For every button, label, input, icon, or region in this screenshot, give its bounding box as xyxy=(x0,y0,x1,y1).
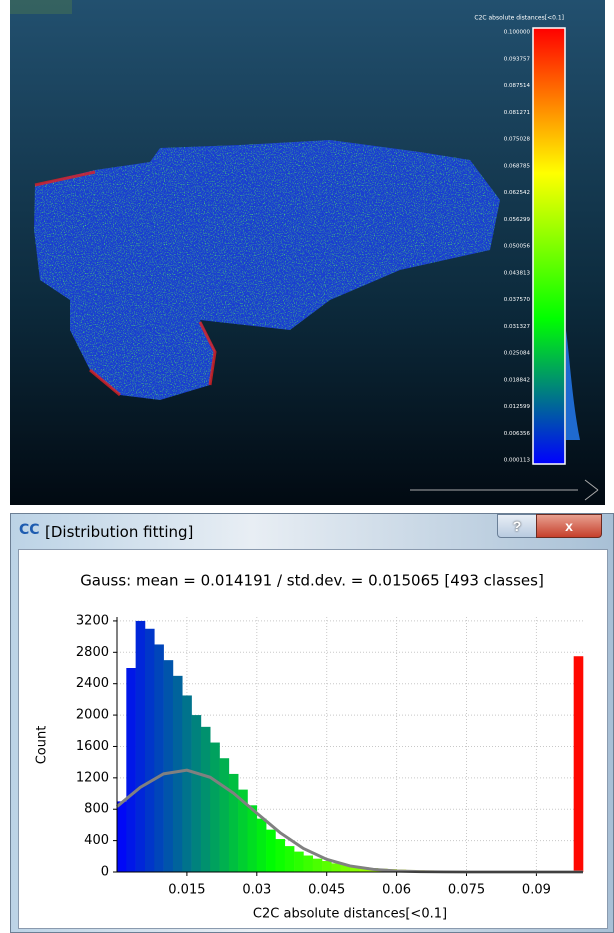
scale-histogram xyxy=(566,330,580,440)
scale-label: 0.056299 xyxy=(504,217,531,223)
help-button[interactable]: ? xyxy=(497,514,537,538)
x-tick-label: 0.075 xyxy=(448,883,485,898)
scale-label: 0.050056 xyxy=(504,244,531,250)
y-tick-label: 3200 xyxy=(76,613,109,628)
bar xyxy=(294,851,304,872)
y-tick-label: 2000 xyxy=(76,708,109,723)
x-tick-label: 0.015 xyxy=(168,883,205,898)
bar xyxy=(312,858,323,872)
x-tick-label: 0.09 xyxy=(522,883,551,898)
y-axis-label: Count xyxy=(35,726,50,765)
chart-title: Gauss: mean = 0.014191 / std.dev. = 0.01… xyxy=(80,572,544,590)
bar xyxy=(340,864,351,872)
scale-label: 0.037570 xyxy=(504,297,531,303)
x-axis-label: C2C absolute distances[<0.1] xyxy=(253,907,447,922)
scale-label: 0.018842 xyxy=(504,377,530,383)
close-button[interactable]: x xyxy=(536,514,602,538)
color-scale xyxy=(532,27,566,465)
y-tick-label: 0 xyxy=(101,865,109,880)
bar xyxy=(350,866,360,872)
bar xyxy=(228,773,239,872)
bar xyxy=(126,668,136,872)
scale-label: 0.031327 xyxy=(504,324,531,330)
scale-title: C2C absolute distances[<0.1] xyxy=(474,15,564,22)
scale-label: 0.087514 xyxy=(504,83,531,89)
y-tick-label: 1600 xyxy=(76,739,109,754)
bar xyxy=(191,715,202,872)
bar xyxy=(154,644,164,872)
bar xyxy=(182,695,192,872)
bar xyxy=(322,861,332,872)
toolbar-tab xyxy=(10,0,72,14)
bar xyxy=(172,675,183,872)
scale-label: 0.068785 xyxy=(504,163,531,169)
bar xyxy=(200,726,211,872)
bar xyxy=(359,867,369,872)
bar xyxy=(135,620,146,872)
y-tick-label: 1200 xyxy=(76,770,109,785)
y-tick-label: 800 xyxy=(84,802,109,817)
scale-label: 0.025084 xyxy=(504,351,531,357)
x-tick-label: 0.03 xyxy=(242,883,271,898)
x-tick-label: 0.06 xyxy=(382,883,411,898)
y-tick-label: 2400 xyxy=(76,676,109,691)
bar xyxy=(163,660,174,872)
bar xyxy=(284,846,295,872)
scale-labels: 0.100000 0.093757 0.087514 0.081271 0.075028… xyxy=(504,30,531,464)
bar xyxy=(210,742,220,872)
scale-label: 0.043813 xyxy=(504,270,531,276)
axis-trihedron xyxy=(410,479,599,501)
point-cloud xyxy=(34,140,500,400)
bar xyxy=(219,758,230,872)
y-tick-label: 400 xyxy=(84,833,109,848)
scale-label: 0.093757 xyxy=(504,56,531,62)
3d-viewer: C2C absolute distances[<0.1] 0.100000 0.0… xyxy=(10,0,605,505)
app-icon: CC xyxy=(19,522,40,538)
bar xyxy=(117,801,127,872)
scale-label: 0.000113 xyxy=(504,458,531,464)
bar xyxy=(238,789,248,872)
bar xyxy=(266,829,276,872)
bar xyxy=(303,855,314,872)
bar xyxy=(331,863,341,872)
scale-label: 0.062542 xyxy=(504,190,530,196)
bar xyxy=(144,628,155,872)
window-title: [Distribution fitting] xyxy=(45,523,194,541)
scale-label: 0.012599 xyxy=(504,404,531,410)
y-tick-label: 2800 xyxy=(76,645,109,660)
scale-label: 0.081271 xyxy=(504,110,530,116)
bar xyxy=(247,805,258,872)
bar xyxy=(256,818,267,872)
scale-label: 0.075028 xyxy=(504,137,531,143)
bar xyxy=(573,656,584,872)
bar xyxy=(275,839,286,872)
x-tick-label: 0.045 xyxy=(308,883,345,898)
scale-label: 0.006356 xyxy=(504,431,531,437)
scale-label: 0.100000 xyxy=(504,30,531,36)
